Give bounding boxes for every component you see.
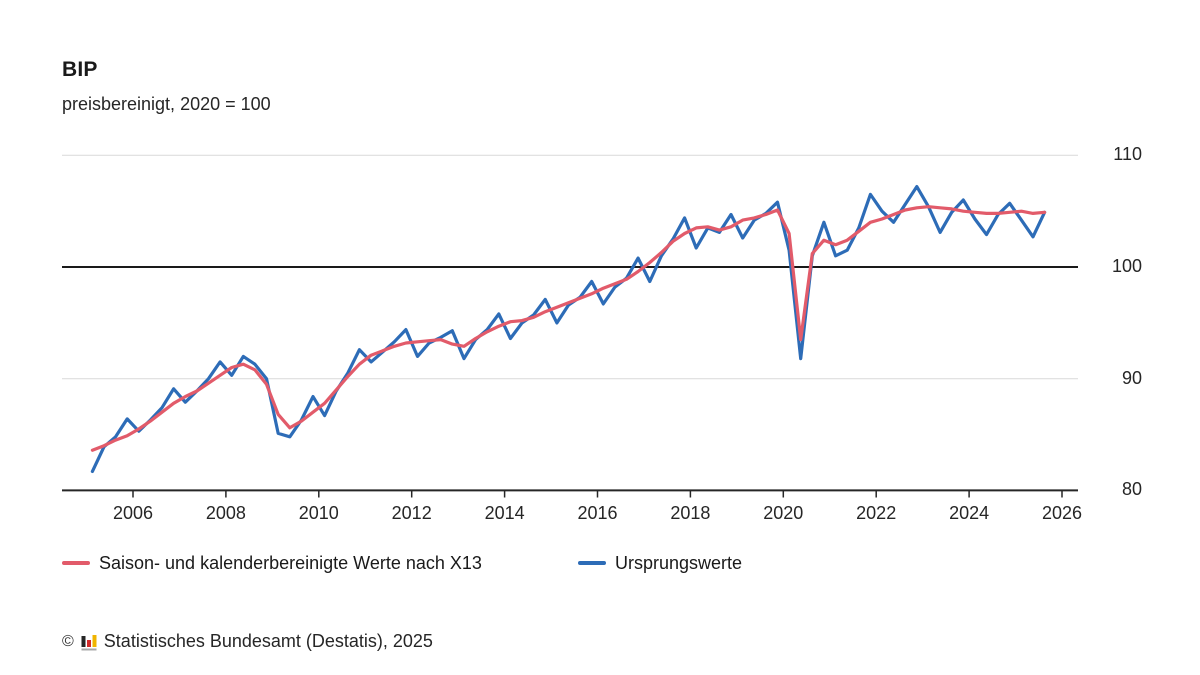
y-tick-label: 100 <box>1111 256 1142 276</box>
original-series-swatch <box>578 561 606 565</box>
destatis-logo-icon <box>81 634 97 650</box>
x-tick-label: 2008 <box>205 503 246 523</box>
x-tick-label: 2024 <box>949 503 990 523</box>
y-tick-label: 110 <box>1113 144 1142 165</box>
y-tick-label: 90 <box>1121 367 1142 388</box>
original-series-label: Ursprungswerte <box>615 552 743 573</box>
x-tick-label: 2010 <box>298 503 339 523</box>
copyright-symbol: © <box>62 632 74 650</box>
chart-title: BIP <box>62 58 98 81</box>
adjusted-series-label: Saison- und kalenderbereinigte Werte nac… <box>99 552 482 573</box>
chart-subtitle: preisbereinigt, 2020 = 100 <box>62 94 271 114</box>
x-tick-label: 2014 <box>484 503 525 523</box>
x-tick-label: 2006 <box>112 503 154 523</box>
x-tick-label: 2022 <box>856 503 897 523</box>
footer: © Statistisches Bundesamt (Destatis), 20… <box>62 631 433 652</box>
legend-item-original[interactable]: Ursprungswerte <box>578 552 742 574</box>
source-text: Statistisches Bundesamt (Destatis), 2025 <box>103 631 433 651</box>
original-series-line <box>90 185 1047 473</box>
x-tick-label: 2018 <box>670 503 711 523</box>
y-tick-label: 80 <box>1121 479 1142 500</box>
x-tick-label: 2020 <box>763 503 804 523</box>
adjusted-series-swatch <box>62 561 90 565</box>
legend-item-adjusted[interactable]: Saison- und kalenderbereinigte Werte nac… <box>62 552 482 574</box>
x-tick-label: 2012 <box>391 503 432 523</box>
x-tick-label: 2026 <box>1041 503 1083 523</box>
adjusted-series-line <box>90 205 1047 452</box>
x-tick-label: 2016 <box>577 503 618 523</box>
